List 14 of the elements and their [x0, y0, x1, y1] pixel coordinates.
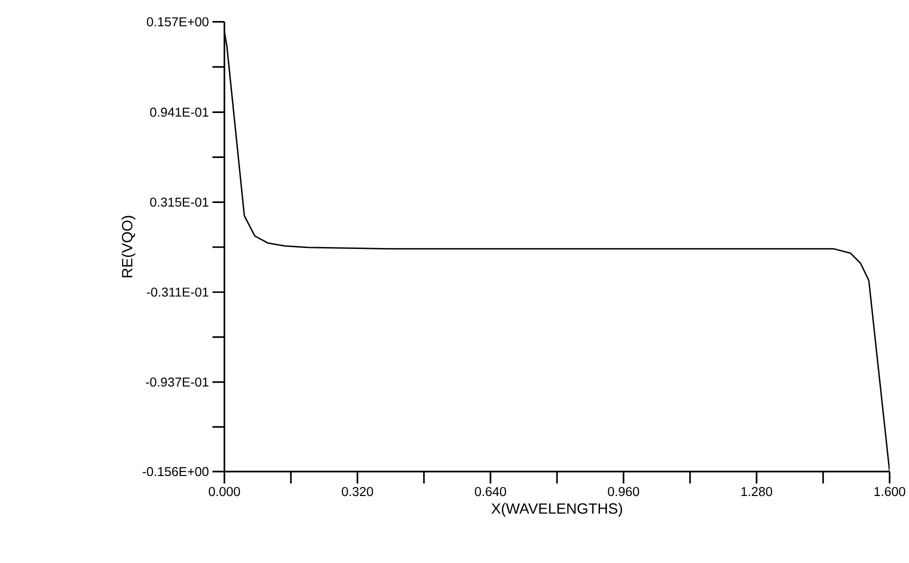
y-tick-label: -0.311E-01 [146, 288, 208, 297]
y-tick-label: 0.315E-01 [150, 198, 208, 207]
x-tick-label: 0.000 [208, 487, 240, 496]
x-tick-label: 0.960 [608, 487, 640, 496]
y-axis-title: RE(VQO) [122, 216, 136, 278]
x-tick-label: 0.640 [474, 487, 506, 496]
y-tick-label: 0.941E-01 [150, 108, 208, 117]
x-tick-label: 1.600 [874, 487, 906, 496]
x-tick-label: 1.280 [741, 487, 772, 496]
x-axis-title: X(WAVELENGTHS) [491, 502, 622, 517]
y-tick-label: 0.157E+00 [146, 17, 208, 26]
x-tick-label: 0.320 [342, 487, 374, 496]
y-tick-label: -0.937E-01 [146, 378, 208, 387]
y-tick-label: -0.156E+00 [142, 467, 208, 476]
